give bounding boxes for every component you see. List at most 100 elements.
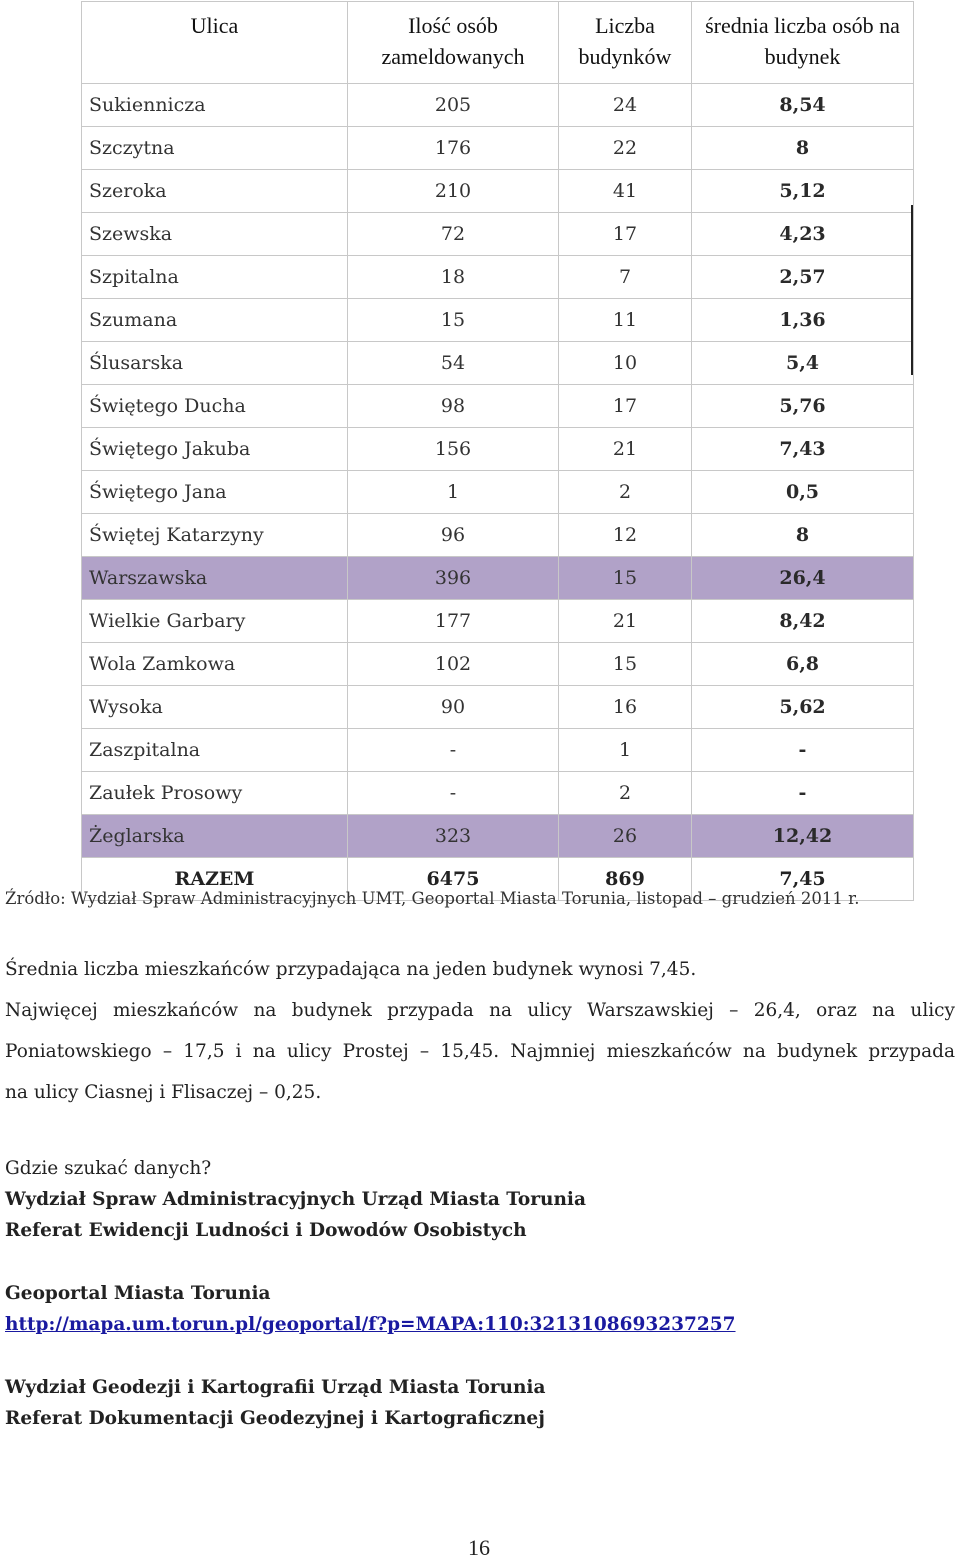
- cell-people: 396: [347, 556, 559, 600]
- summary-line-1: Średnia liczba mieszkańców przypadająca …: [5, 959, 697, 980]
- table-header-row: Ulica Ilość osób zameldowanych Liczba bu…: [81, 1, 914, 84]
- total-label: RAZEM: [81, 857, 348, 901]
- cell-average: 6,8: [691, 642, 914, 686]
- cell-average: 5,76: [691, 384, 914, 428]
- cell-people: 176: [347, 126, 559, 170]
- cell-average: 0,5: [691, 470, 914, 514]
- header-buildings: Liczba budynków: [558, 1, 692, 84]
- cell-street: Świętej Katarzyny: [81, 513, 348, 557]
- page-number: 16: [468, 1535, 490, 1560]
- geoportal-name: Geoportal Miasta Torunia: [5, 1283, 271, 1304]
- table-row: Świętej Katarzyny 96 12 8: [81, 513, 914, 557]
- cell-buildings: 21: [558, 599, 692, 643]
- cell-people: 90: [347, 685, 559, 729]
- source-note: Źródło: Wydział Spraw Administracyjnych …: [5, 889, 860, 908]
- cell-buildings: 11: [558, 298, 692, 342]
- cell-street: Ślusarska: [81, 341, 348, 385]
- table-row: Zaułek Prosowy -2-: [81, 771, 914, 815]
- cell-street: Świętego Jana: [81, 470, 348, 514]
- header-street: Ulica: [81, 1, 348, 84]
- cell-buildings: 12: [558, 513, 692, 557]
- cell-street: Zaułek Prosowy: [81, 771, 348, 815]
- cell-buildings: 24: [558, 83, 692, 127]
- office-1-name: Wydział Spraw Administracyjnych Urząd Mi…: [5, 1189, 586, 1210]
- summary-line-3: Poniatowskiego – 17,5 i na ulicy Prostej…: [5, 1041, 955, 1062]
- cell-buildings: 7: [558, 255, 692, 299]
- cell-street: Świętego Ducha: [81, 384, 348, 428]
- cell-street: Sukiennicza: [81, 83, 348, 127]
- office-1-subunit: Referat Ewidencji Ludności i Dowodów Oso…: [5, 1220, 527, 1241]
- cell-people: 96: [347, 513, 559, 557]
- population-table: Ulica Ilość osób zameldowanych Liczba bu…: [81, 1, 914, 901]
- office-2-subunit: Referat Dokumentacji Geodezyjnej i Karto…: [5, 1408, 545, 1429]
- cell-street: Szpitalna: [81, 255, 348, 299]
- cell-people: 205: [347, 83, 559, 127]
- cell-buildings: 41: [558, 169, 692, 213]
- table-row: Wysoka 90 16 5,62: [81, 685, 914, 729]
- cell-street: Wielkie Garbary: [81, 599, 348, 643]
- cell-people: -: [347, 771, 559, 815]
- table-row: Szewska 72 17 4,23: [81, 212, 914, 256]
- cell-average: 2,57: [691, 255, 914, 299]
- cell-average: 5,12: [691, 169, 914, 213]
- table-row: Wola Zamkowa 102 15 6,8: [81, 642, 914, 686]
- cell-buildings: 21: [558, 427, 692, 471]
- table-total-row: RAZEM 6475 869 7,45: [81, 857, 914, 901]
- header-average: średnia liczba osób na budynek: [691, 1, 914, 84]
- table-row: Szumana 15 11 1,36: [81, 298, 914, 342]
- cell-street: Szewska: [81, 212, 348, 256]
- cell-people: 156: [347, 427, 559, 471]
- geoportal-link[interactable]: http://mapa.um.torun.pl/geoportal/f?p=MA…: [5, 1314, 736, 1335]
- cell-buildings: 17: [558, 384, 692, 428]
- cell-street: Szeroka: [81, 169, 348, 213]
- cell-average: 8: [691, 126, 914, 170]
- cell-average: -: [691, 771, 914, 815]
- table-row: Żeglarska 323 26 12,42: [81, 814, 914, 858]
- cell-people: 54: [347, 341, 559, 385]
- cell-buildings: 15: [558, 556, 692, 600]
- cell-average: 26,4: [691, 556, 914, 600]
- cell-street: Świętego Jakuba: [81, 427, 348, 471]
- table-row: Szeroka 210 41 5,12: [81, 169, 914, 213]
- cell-street: Wola Zamkowa: [81, 642, 348, 686]
- cell-people: 1: [347, 470, 559, 514]
- cell-average: 8,54: [691, 83, 914, 127]
- table-row: Szpitalna 18 7 2,57: [81, 255, 914, 299]
- summary-line-4: na ulicy Ciasnej i Flisaczej – 0,25.: [5, 1082, 322, 1103]
- cell-people: 177: [347, 599, 559, 643]
- cell-street: Warszawska: [81, 556, 348, 600]
- table-row: Wielkie Garbary 177 21 8,42: [81, 599, 914, 643]
- table-row: Zaszpitalna -1-: [81, 728, 914, 772]
- cell-street: Szumana: [81, 298, 348, 342]
- cell-street: Zaszpitalna: [81, 728, 348, 772]
- table-row: Świętego Jana 1 2 0,5: [81, 470, 914, 514]
- cell-average: -: [691, 728, 914, 772]
- cell-people: 72: [347, 212, 559, 256]
- cell-street: Szczytna: [81, 126, 348, 170]
- cell-average: 5,4: [691, 341, 914, 385]
- cell-average: 1,36: [691, 298, 914, 342]
- cell-average: 5,62: [691, 685, 914, 729]
- cell-people: 323: [347, 814, 559, 858]
- table-row: Świętego Ducha 98 17 5,76: [81, 384, 914, 428]
- cell-average: 8: [691, 513, 914, 557]
- total-average: 7,45: [691, 857, 914, 901]
- cell-average: 12,42: [691, 814, 914, 858]
- cell-buildings: 2: [558, 771, 692, 815]
- cell-buildings: 16: [558, 685, 692, 729]
- total-people: 6475: [347, 857, 559, 901]
- cell-people: 15: [347, 298, 559, 342]
- data-sources-heading: Gdzie szukać danych?: [5, 1158, 212, 1179]
- table-row: Warszawska 396 15 26,4: [81, 556, 914, 600]
- cell-buildings: 15: [558, 642, 692, 686]
- table-edge-line: [911, 205, 913, 375]
- cell-buildings: 1: [558, 728, 692, 772]
- cell-average: 4,23: [691, 212, 914, 256]
- cell-average: 7,43: [691, 427, 914, 471]
- cell-buildings: 10: [558, 341, 692, 385]
- data-sources-section: Gdzie szukać danych? Wydział Spraw Admin…: [5, 1153, 736, 1434]
- table-row: Szczytna 176 22 8: [81, 126, 914, 170]
- cell-buildings: 26: [558, 814, 692, 858]
- cell-people: -: [347, 728, 559, 772]
- summary-line-2: Najwięcej mieszkańców na budynek przypad…: [5, 1000, 955, 1021]
